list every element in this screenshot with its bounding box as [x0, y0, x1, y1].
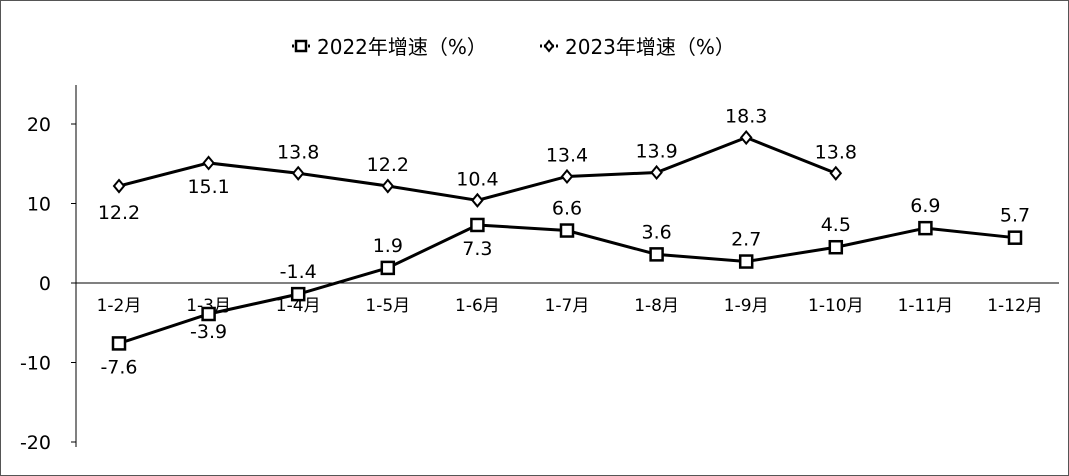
data-label: 13.8 [277, 141, 319, 163]
data-label: 15.1 [187, 176, 229, 198]
data-label: -3.9 [190, 321, 227, 343]
data-label: 6.6 [552, 198, 582, 220]
x-tick-label: 1-4月 [276, 296, 321, 316]
data-point-diamond [650, 164, 663, 181]
data-label: 2.7 [731, 229, 761, 251]
data-point-diamond [112, 178, 126, 194]
data-label: 7.3 [462, 238, 492, 260]
series-line-0 [118, 223, 1016, 345]
data-label: 12.2 [367, 154, 409, 176]
y-tick-label: -20 [20, 432, 51, 454]
legend-label: 2023年增速（%） [565, 35, 735, 59]
data-point-square [649, 247, 664, 262]
y-tick-label: -10 [20, 353, 51, 375]
x-tick-label: 1-11月 [898, 296, 954, 316]
x-tick-label: 1-2月 [97, 296, 142, 316]
data-label: -1.4 [280, 261, 317, 283]
data-point-square [738, 254, 754, 269]
data-label: 3.6 [641, 221, 671, 243]
data-point-square [201, 306, 216, 322]
data-point-square [290, 286, 306, 302]
data-label: 18.3 [725, 106, 767, 128]
data-label: 13.4 [546, 144, 588, 166]
y-tick-label: 0 [39, 273, 51, 295]
data-point-diamond [739, 129, 753, 146]
data-point-square [559, 223, 575, 238]
x-tick-label: 1-12月 [987, 296, 1043, 316]
data-point-diamond [202, 155, 215, 171]
data-point-diamond [291, 165, 305, 181]
data-label: -7.6 [100, 356, 137, 378]
data-label: 12.2 [98, 202, 140, 224]
data-label: 1.9 [373, 235, 403, 257]
data-point-diamond [471, 192, 484, 208]
data-label: 10.4 [456, 168, 498, 190]
data-point-square [470, 217, 485, 233]
data-point-diamond [381, 178, 395, 194]
x-tick-label: 1-7月 [545, 296, 590, 316]
data-point-square [828, 239, 844, 255]
x-tick-label: 1-6月 [455, 296, 500, 316]
legend-label: 2022年增速（%） [317, 35, 487, 59]
data-point-square [111, 336, 127, 351]
data-point-square [380, 260, 396, 276]
data-point-square [1007, 230, 1023, 245]
data-point-square [918, 220, 933, 236]
data-point-diamond [560, 168, 574, 185]
legend-diamond-icon [543, 39, 555, 53]
x-tick-label: 1-10月 [808, 296, 864, 316]
legend-square-icon [294, 39, 308, 53]
y-tick-label: 20 [27, 114, 51, 136]
data-label: 6.9 [910, 195, 940, 217]
data-label: 5.7 [1000, 205, 1030, 227]
x-tick-label: 1-8月 [634, 296, 679, 316]
data-label: 4.5 [821, 214, 851, 236]
data-label: 13.8 [815, 141, 857, 163]
y-tick-label: 10 [27, 194, 51, 216]
x-tick-label: 1-5月 [365, 296, 410, 316]
data-label: 13.9 [635, 140, 677, 162]
x-tick-label: 1-9月 [724, 296, 769, 316]
data-point-diamond [829, 165, 843, 181]
